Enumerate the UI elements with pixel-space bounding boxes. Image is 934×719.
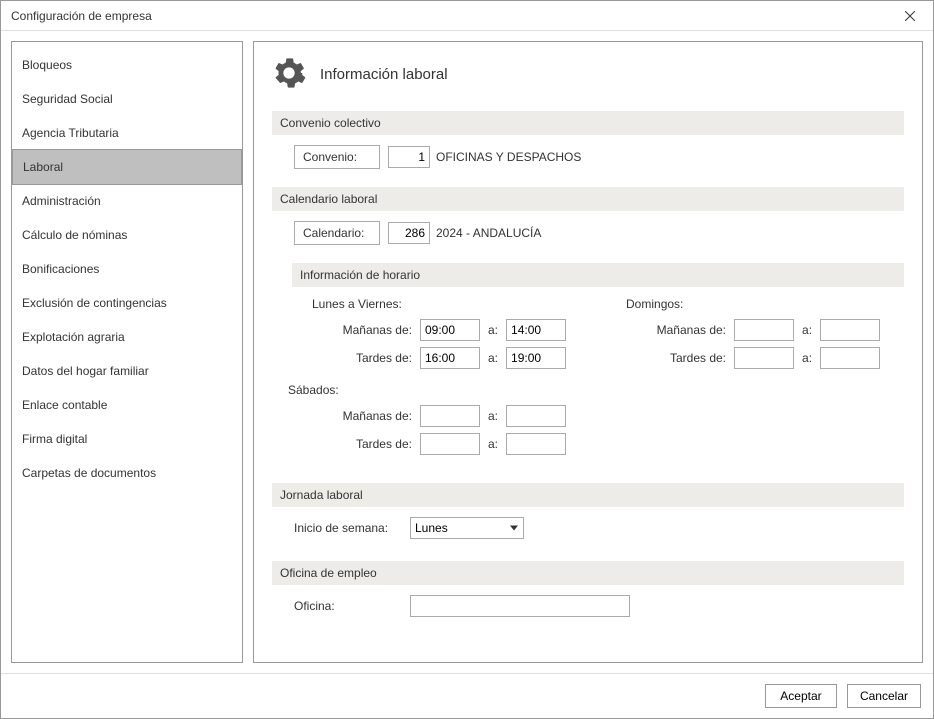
- window-title: Configuración de empresa: [11, 9, 152, 23]
- sidebar-item[interactable]: Administración: [12, 184, 242, 218]
- saturday-morning-sep: a:: [488, 409, 498, 423]
- dialog-footer: Aceptar Cancelar: [1, 673, 933, 718]
- accept-button[interactable]: Aceptar: [765, 684, 837, 708]
- oficina-label: Oficina:: [294, 599, 410, 613]
- weekdays-morning-from[interactable]: [420, 319, 480, 341]
- sidebar-item[interactable]: Cálculo de nóminas: [12, 218, 242, 252]
- saturday-title: Sábados:: [288, 383, 566, 397]
- sunday-afternoon-to[interactable]: [820, 347, 880, 369]
- section-jornada-header: Jornada laboral: [272, 483, 904, 507]
- convenio-code-input[interactable]: [388, 146, 430, 168]
- weekdays-morning-label: Mañanas de:: [312, 323, 412, 337]
- weekdays-afternoon-to[interactable]: [506, 347, 566, 369]
- weekdays-afternoon-sep: a:: [488, 351, 498, 365]
- convenio-name: OFICINAS Y DESPACHOS: [436, 150, 581, 164]
- saturday-block: Sábados: Mañanas de: a: Tardes de: a:: [312, 383, 566, 455]
- week-start-select[interactable]: Lunes: [410, 517, 524, 539]
- weekdays-column: Lunes a Viernes: Mañanas de: a: Tardes d…: [312, 297, 566, 461]
- convenio-row: Convenio: OFICINAS Y DESPACHOS: [294, 145, 904, 169]
- sunday-morning-label: Mañanas de:: [626, 323, 726, 337]
- sunday-morning-to[interactable]: [820, 319, 880, 341]
- main-panel: Información laboral Convenio colectivo C…: [253, 41, 923, 663]
- calendario-row: Calendario: 2024 - ANDALUCÍA: [294, 221, 904, 245]
- section-oficina-header: Oficina de empleo: [272, 561, 904, 585]
- jornada-label: Inicio de semana:: [294, 521, 410, 535]
- sunday-title: Domingos:: [626, 297, 880, 311]
- saturday-morning-label: Mañanas de:: [312, 409, 412, 423]
- weekdays-afternoon-label: Tardes de:: [312, 351, 412, 365]
- sidebar-item[interactable]: Laboral: [12, 149, 242, 185]
- cancel-button[interactable]: Cancelar: [847, 684, 921, 708]
- calendario-label: Calendario:: [294, 221, 380, 245]
- saturday-afternoon-label: Tardes de:: [312, 437, 412, 451]
- saturday-afternoon-from[interactable]: [420, 433, 480, 455]
- content-area: BloqueosSeguridad SocialAgencia Tributar…: [1, 31, 933, 673]
- oficina-row: Oficina:: [294, 595, 904, 617]
- weekdays-afternoon-from[interactable]: [420, 347, 480, 369]
- convenio-label: Convenio:: [294, 145, 380, 169]
- sidebar-item[interactable]: Seguridad Social: [12, 82, 242, 116]
- sidebar-item[interactable]: Carpetas de documentos: [12, 456, 242, 490]
- sidebar-item[interactable]: Exclusión de contingencias: [12, 286, 242, 320]
- section-convenio-header: Convenio colectivo: [272, 111, 904, 135]
- section-calendario-header: Calendario laboral: [272, 187, 904, 211]
- sunday-afternoon-from[interactable]: [734, 347, 794, 369]
- sidebar-item[interactable]: Datos del hogar familiar: [12, 354, 242, 388]
- close-button[interactable]: [895, 6, 925, 26]
- weekdays-morning-to[interactable]: [506, 319, 566, 341]
- sidebar-item[interactable]: Agencia Tributaria: [12, 116, 242, 150]
- sunday-column: Domingos: Mañanas de: a: Tardes de: a:: [626, 297, 880, 461]
- sidebar-item[interactable]: Firma digital: [12, 422, 242, 456]
- sidebar-item[interactable]: Bloqueos: [12, 48, 242, 82]
- sunday-afternoon-sep: a:: [802, 351, 812, 365]
- dialog-window: Configuración de empresa BloqueosSegurid…: [0, 0, 934, 719]
- titlebar: Configuración de empresa: [1, 1, 933, 31]
- gear-icon: [272, 56, 306, 93]
- oficina-input[interactable]: [410, 595, 630, 617]
- sunday-morning-from[interactable]: [734, 319, 794, 341]
- calendario-code-input[interactable]: [388, 222, 430, 244]
- saturday-afternoon-to[interactable]: [506, 433, 566, 455]
- sunday-morning-sep: a:: [802, 323, 812, 337]
- saturday-afternoon-sep: a:: [488, 437, 498, 451]
- sunday-afternoon-label: Tardes de:: [626, 351, 726, 365]
- weekdays-morning-sep: a:: [488, 323, 498, 337]
- sidebar: BloqueosSeguridad SocialAgencia Tributar…: [11, 41, 243, 663]
- sidebar-item[interactable]: Enlace contable: [12, 388, 242, 422]
- saturday-morning-from[interactable]: [420, 405, 480, 427]
- section-horario-header: Información de horario: [292, 263, 904, 287]
- weekdays-title: Lunes a Viernes:: [312, 297, 566, 311]
- schedule-area: Lunes a Viernes: Mañanas de: a: Tardes d…: [312, 297, 904, 461]
- main-title: Información laboral: [320, 66, 448, 83]
- main-header: Información laboral: [272, 56, 904, 93]
- sidebar-item[interactable]: Bonificaciones: [12, 252, 242, 286]
- jornada-row: Inicio de semana: Lunes: [294, 517, 904, 539]
- saturday-morning-to[interactable]: [506, 405, 566, 427]
- calendario-name: 2024 - ANDALUCÍA: [436, 226, 541, 240]
- sidebar-item[interactable]: Explotación agraria: [12, 320, 242, 354]
- close-icon: [905, 11, 915, 21]
